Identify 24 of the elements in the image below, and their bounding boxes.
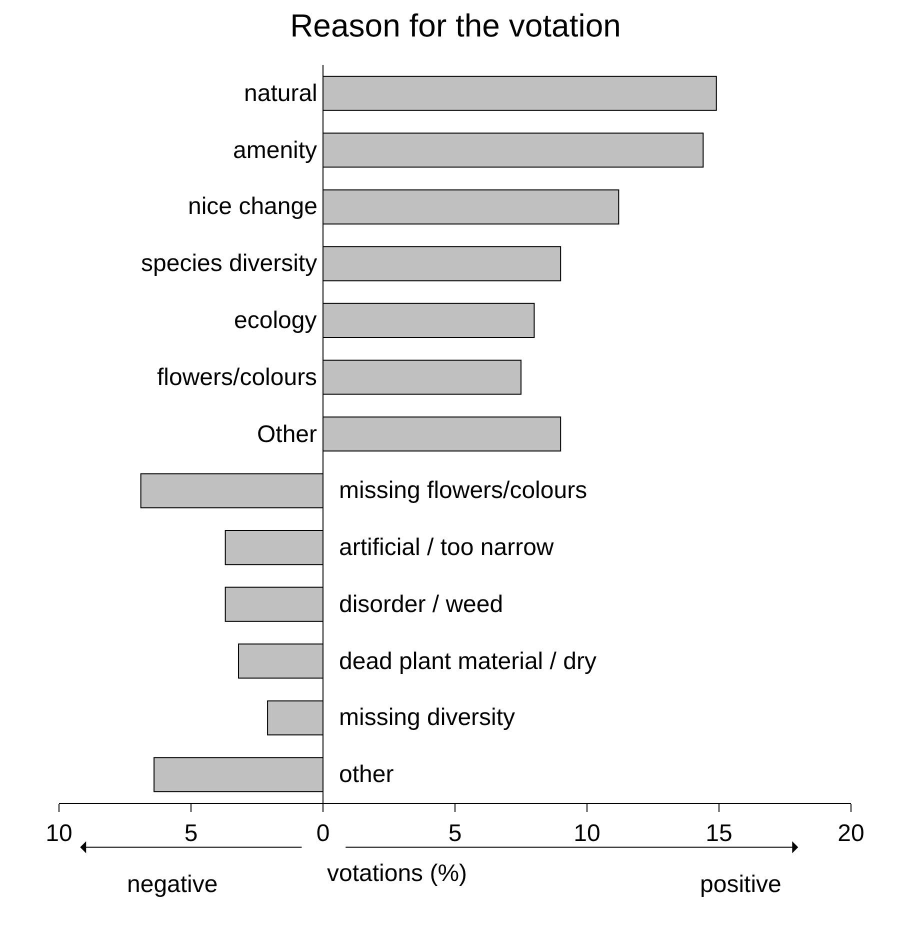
- chart-title: Reason for the votation: [290, 7, 621, 44]
- x-tick-label: 5: [448, 820, 462, 847]
- x-axis-title: votations (%): [327, 860, 468, 887]
- y-tick-label: missing diversity: [339, 704, 516, 731]
- x-tick-label: 10: [46, 820, 72, 847]
- y-tick-label: natural: [244, 80, 318, 107]
- x-tick-label: 15: [706, 820, 732, 847]
- y-tick-label: other: [339, 761, 394, 788]
- text: negative: [127, 871, 218, 898]
- x-tick-label: 5: [184, 820, 198, 847]
- y-tick-label: artificial / too narrow: [339, 534, 554, 561]
- y-tick-label: disorder / weed: [339, 591, 504, 618]
- y-tick-label: Other: [257, 421, 318, 448]
- y-tick-label: missing flowers/colours: [339, 477, 588, 504]
- text: positive: [700, 871, 782, 898]
- y-tick-label: species diversity: [141, 250, 318, 277]
- y-tick-label: amenity: [233, 137, 318, 164]
- x-tick-label: 10: [574, 820, 600, 847]
- y-tick-label: flowers/colours: [157, 364, 318, 391]
- x-tick-label: 20: [838, 820, 864, 847]
- y-tick-label: dead plant material / dry: [339, 648, 596, 675]
- y-tick-label: nice change: [188, 193, 318, 220]
- x-tick-label: 0: [316, 820, 330, 847]
- y-tick-label: ecology: [234, 307, 317, 334]
